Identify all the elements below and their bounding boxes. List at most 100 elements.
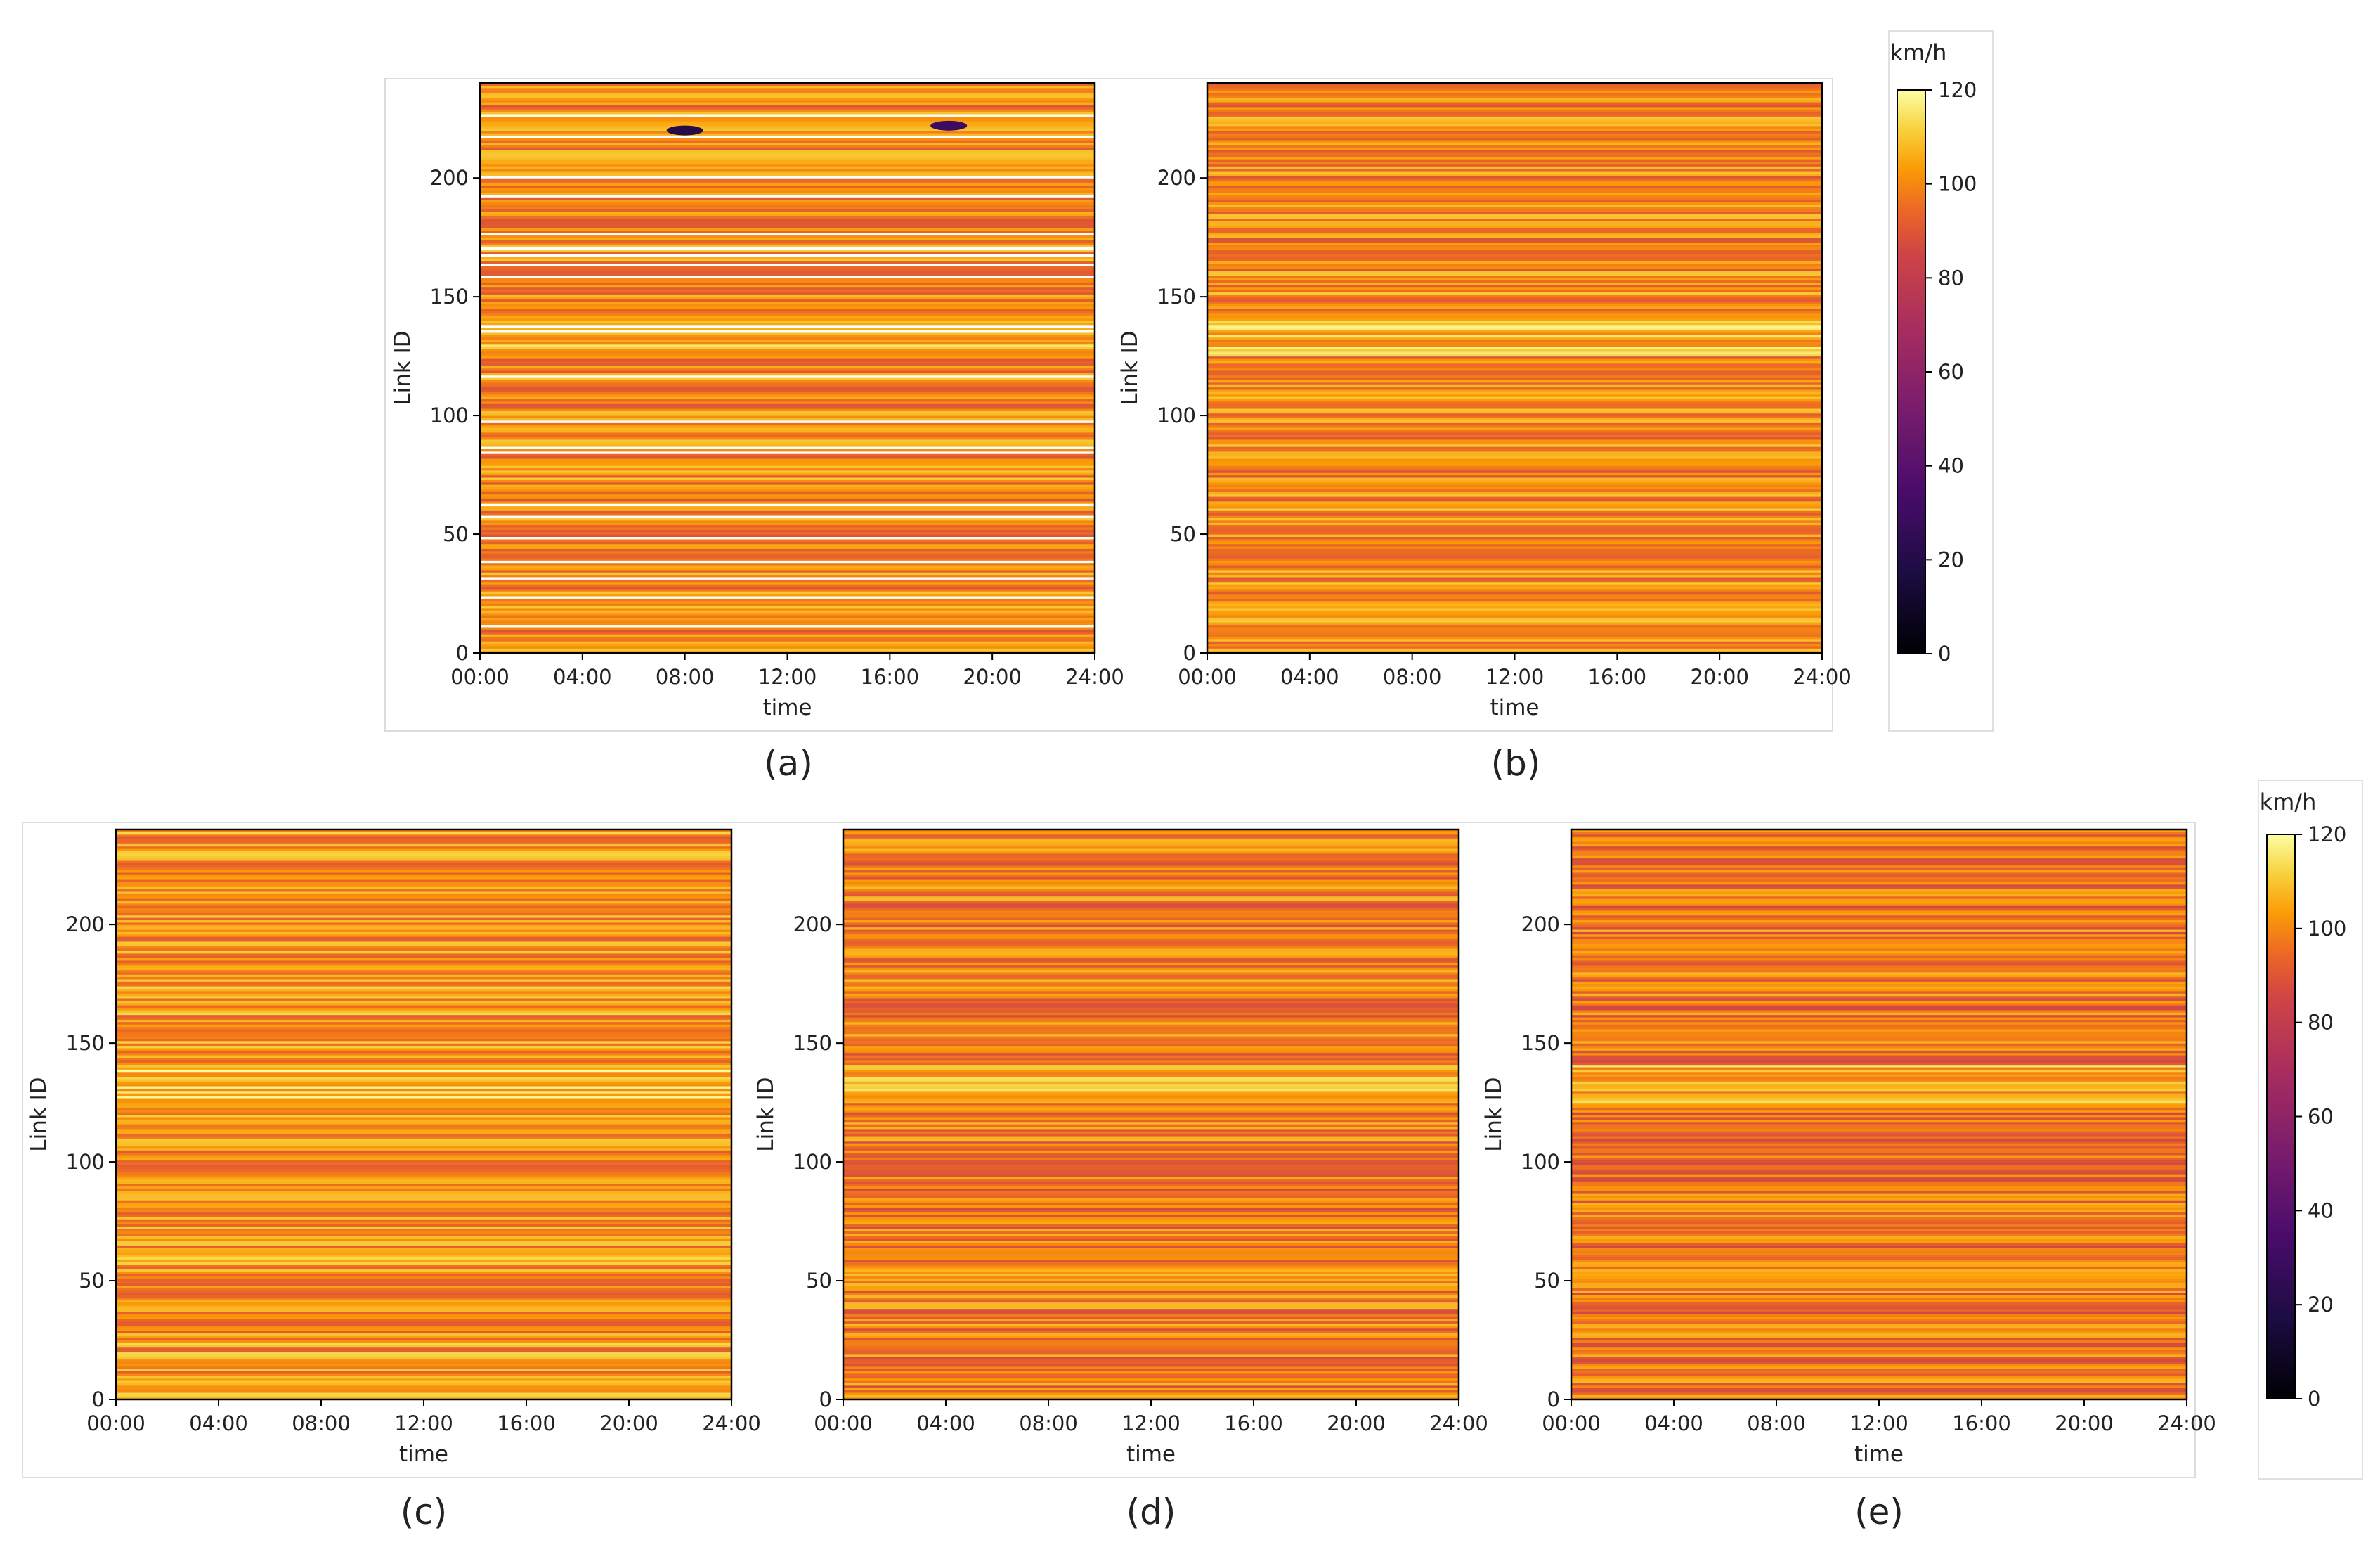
heatmap-row [1207,194,1822,198]
heatmap-row [480,612,1095,616]
heatmap-row [480,240,1095,242]
heatmap-row [116,1247,731,1250]
heatmap-row [843,948,1459,951]
heatmap-row [1207,479,1822,483]
heatmap-row [1571,1176,2187,1179]
heatmap-row [1571,1262,2187,1265]
heatmap-row [480,254,1095,257]
x-tick-label: 08:00 [656,665,715,689]
heatmap-row [1207,213,1822,216]
heatmap-row [1571,872,2187,875]
heatmap-row [1207,192,1822,195]
heatmap-row [843,1357,1459,1360]
heatmap-row [480,641,1095,645]
heatmap-row [116,938,731,942]
colorbar-tick-label: 60 [1938,360,1964,384]
heatmap-row [843,1212,1459,1215]
heatmap-row [1571,862,2187,866]
heatmap-row [1571,1366,2187,1369]
heatmap-row [1571,829,2187,832]
heatmap-row [843,1047,1459,1051]
heatmap-row [1571,969,2187,973]
y-tick-label: 150 [1157,285,1196,309]
heatmap-row [480,375,1095,378]
heatmap-row [1571,898,2187,901]
heatmap-row [116,884,731,887]
heatmap-row [843,1385,1459,1388]
heatmap-row [480,268,1095,271]
heatmap-row [116,1124,731,1127]
heatmap-row [1571,1135,2187,1139]
heatmap-row [116,1033,731,1037]
heatmap-row [843,1319,1459,1322]
heatmap-row [1207,626,1822,630]
heatmap-row [480,206,1095,209]
heatmap-row [1207,325,1822,328]
heatmap-row [116,891,731,894]
heatmap-row [1207,135,1822,138]
heatmap-row [843,1359,1459,1362]
heatmap-row [1207,574,1822,578]
heatmap-row [480,432,1095,435]
y-tick-label: 50 [443,522,469,546]
heatmap-row [480,536,1095,540]
heatmap-row [480,137,1095,141]
heatmap-row [1571,962,2187,966]
heatmap-row [480,638,1095,642]
heatmap-row [1571,1247,2187,1250]
heatmap-row [1571,1340,2187,1343]
heatmap-row [843,1207,1459,1210]
heatmap-row [1571,848,2187,852]
heatmap-row [1207,111,1822,115]
heatmap-row [116,1145,731,1149]
heatmap-row [843,1271,1459,1274]
heatmap-row [1207,641,1822,645]
heatmap-row [1571,879,2187,882]
y-tick-label: 200 [1521,912,1560,936]
heatmap-row [1207,249,1822,252]
heatmap-row [1571,1145,2187,1149]
heatmap-row [480,610,1095,614]
heatmap-row [1207,97,1822,101]
heatmap-row [480,113,1095,117]
heatmap-row [116,1104,731,1108]
heatmap-row [480,643,1095,647]
heatmap-row [480,420,1095,423]
heatmap-row [480,389,1095,392]
heatmap-row [480,216,1095,219]
heatmap-row [1207,548,1822,552]
heatmap-row [480,479,1095,483]
heatmap-row [843,1273,1459,1276]
x-tick-label: 16:00 [1952,1411,2011,1435]
colorbar-unit: km/h [1890,39,1947,66]
x-tick-label: 20:00 [1690,665,1749,689]
heatmap-row [1571,1323,2187,1326]
y-tick-label: 50 [806,1269,832,1293]
heatmap-row [116,1166,731,1170]
heatmap-row [843,1124,1459,1127]
heatmap-row [1571,851,2187,854]
heatmap-row [843,1038,1459,1042]
heatmap-row [480,287,1095,290]
heatmap-row [1207,564,1822,568]
heatmap-row [1571,867,2187,871]
heatmap-row [1571,1197,2187,1201]
heatmap-row [843,1114,1459,1118]
x-tick-label: 12:00 [758,665,817,689]
heatmap-row [116,1352,731,1355]
x-tick-label: 12:00 [1849,1411,1908,1435]
heatmap-row [480,87,1095,91]
heatmap-row [480,406,1095,409]
heatmap-row [116,1254,731,1257]
heatmap-row [1207,519,1822,523]
heatmap-row [1207,130,1822,134]
heatmap-row [480,232,1095,235]
heatmap-row [1571,903,2187,906]
heatmap-row [843,1133,1459,1137]
heatmap-row [843,1066,1459,1070]
heatmap-row [480,453,1095,457]
heatmap-row [843,1333,1459,1336]
heatmap-row [480,278,1095,281]
heatmap-row [116,940,731,944]
heatmap-row [116,1102,731,1106]
